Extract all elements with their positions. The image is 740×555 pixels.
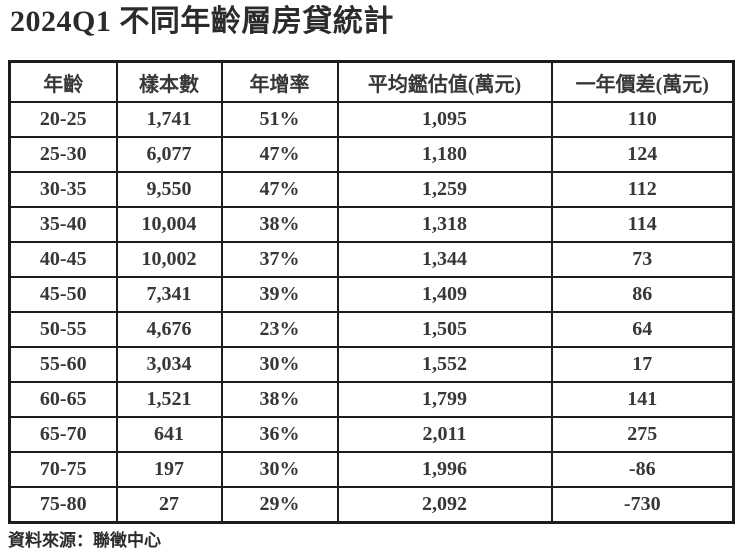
table-cell: 73 [550, 241, 735, 278]
table-cell: 141 [550, 381, 735, 418]
table-cell: 47% [220, 171, 339, 208]
table-cell: 45-50 [8, 276, 118, 313]
table-cell: 64 [550, 311, 735, 348]
column-header: 平均鑑估值(萬元) [336, 60, 553, 103]
table-cell: 65-70 [8, 416, 118, 453]
table-header-row: 年齡 樣本數 年增率 平均鑑估值(萬元) 一年價差(萬元) [8, 60, 735, 103]
table-cell: 29% [220, 486, 339, 524]
table-cell: 30-35 [8, 171, 118, 208]
table-cell: 1,095 [336, 101, 553, 138]
table-cell: 38% [220, 206, 339, 243]
column-header: 一年價差(萬元) [550, 60, 735, 103]
table-cell: 25-30 [8, 136, 118, 173]
table-row: 45-50 7,341 39% 1,409 86 [8, 276, 735, 313]
table-row: 30-35 9,550 47% 1,259 112 [8, 171, 735, 208]
table-row: 40-45 10,002 37% 1,344 73 [8, 241, 735, 278]
table-cell: 38% [220, 381, 339, 418]
table-cell: 17 [550, 346, 735, 383]
table-cell: 2,011 [336, 416, 553, 453]
table-cell: 1,409 [336, 276, 553, 313]
table-cell: 112 [550, 171, 735, 208]
table-cell: 2,092 [336, 486, 553, 524]
table-cell: 1,318 [336, 206, 553, 243]
table-row: 75-80 27 29% 2,092 -730 [8, 486, 735, 524]
table-cell: 1,344 [336, 241, 553, 278]
table-row: 55-60 3,034 30% 1,552 17 [8, 346, 735, 383]
table-cell: 110 [550, 101, 735, 138]
table-cell: -730 [550, 486, 735, 524]
table-cell: 1,505 [336, 311, 553, 348]
table-cell: 1,799 [336, 381, 553, 418]
table-cell: 124 [550, 136, 735, 173]
table-cell: 51% [220, 101, 339, 138]
table-cell: 36% [220, 416, 339, 453]
table-cell: 6,077 [115, 136, 223, 173]
table-cell: 1,521 [115, 381, 223, 418]
column-header: 年增率 [220, 60, 339, 103]
table-cell: 47% [220, 136, 339, 173]
table-row: 60-65 1,521 38% 1,799 141 [8, 381, 735, 418]
table-row: 70-75 197 30% 1,996 -86 [8, 451, 735, 488]
table-cell: 9,550 [115, 171, 223, 208]
table-row: 50-55 4,676 23% 1,505 64 [8, 311, 735, 348]
page-title: 2024Q1 不同年齡層房貸統計 [10, 5, 394, 38]
table-cell: 70-75 [8, 451, 118, 488]
table-cell: 60-65 [8, 381, 118, 418]
table-cell: 114 [550, 206, 735, 243]
column-header: 樣本數 [115, 60, 223, 103]
table-cell: 7,341 [115, 276, 223, 313]
table-cell: 39% [220, 276, 339, 313]
table-row: 25-30 6,077 47% 1,180 124 [8, 136, 735, 173]
table-cell: 55-60 [8, 346, 118, 383]
table-cell: 37% [220, 241, 339, 278]
table-cell: 275 [550, 416, 735, 453]
table-cell: 27 [115, 486, 223, 524]
table-cell: -86 [550, 451, 735, 488]
table-cell: 30% [220, 451, 339, 488]
table-cell: 3,034 [115, 346, 223, 383]
table-cell: 50-55 [8, 311, 118, 348]
table-body: 20-25 1,741 51% 1,095 110 25-30 6,077 47% 1,180 1… [8, 101, 735, 524]
table-cell: 1,741 [115, 101, 223, 138]
table-cell: 641 [115, 416, 223, 453]
table-row: 35-40 10,004 38% 1,318 114 [8, 206, 735, 243]
table-cell: 1,996 [336, 451, 553, 488]
table-cell: 1,180 [336, 136, 553, 173]
table-cell: 23% [220, 311, 339, 348]
table-header: 年齡 樣本數 年增率 平均鑑估值(萬元) 一年價差(萬元) [8, 60, 735, 103]
table-cell: 1,552 [336, 346, 553, 383]
table-cell: 40-45 [8, 241, 118, 278]
table-cell: 20-25 [8, 101, 118, 138]
table-cell: 197 [115, 451, 223, 488]
column-header: 年齡 [8, 60, 118, 103]
table-row: 20-25 1,741 51% 1,095 110 [8, 101, 735, 138]
mortgage-stats-table: 年齡 樣本數 年增率 平均鑑估值(萬元) 一年價差(萬元) 20-25 1,741 51% 1… [8, 60, 735, 524]
table-cell: 86 [550, 276, 735, 313]
table-cell: 30% [220, 346, 339, 383]
table-cell: 4,676 [115, 311, 223, 348]
source-note: 資料來源：聯徵中心 [8, 531, 161, 550]
table-cell: 35-40 [8, 206, 118, 243]
table-cell: 10,004 [115, 206, 223, 243]
table-cell: 10,002 [115, 241, 223, 278]
table-cell: 75-80 [8, 486, 118, 524]
table-row: 65-70 641 36% 2,011 275 [8, 416, 735, 453]
table-cell: 1,259 [336, 171, 553, 208]
